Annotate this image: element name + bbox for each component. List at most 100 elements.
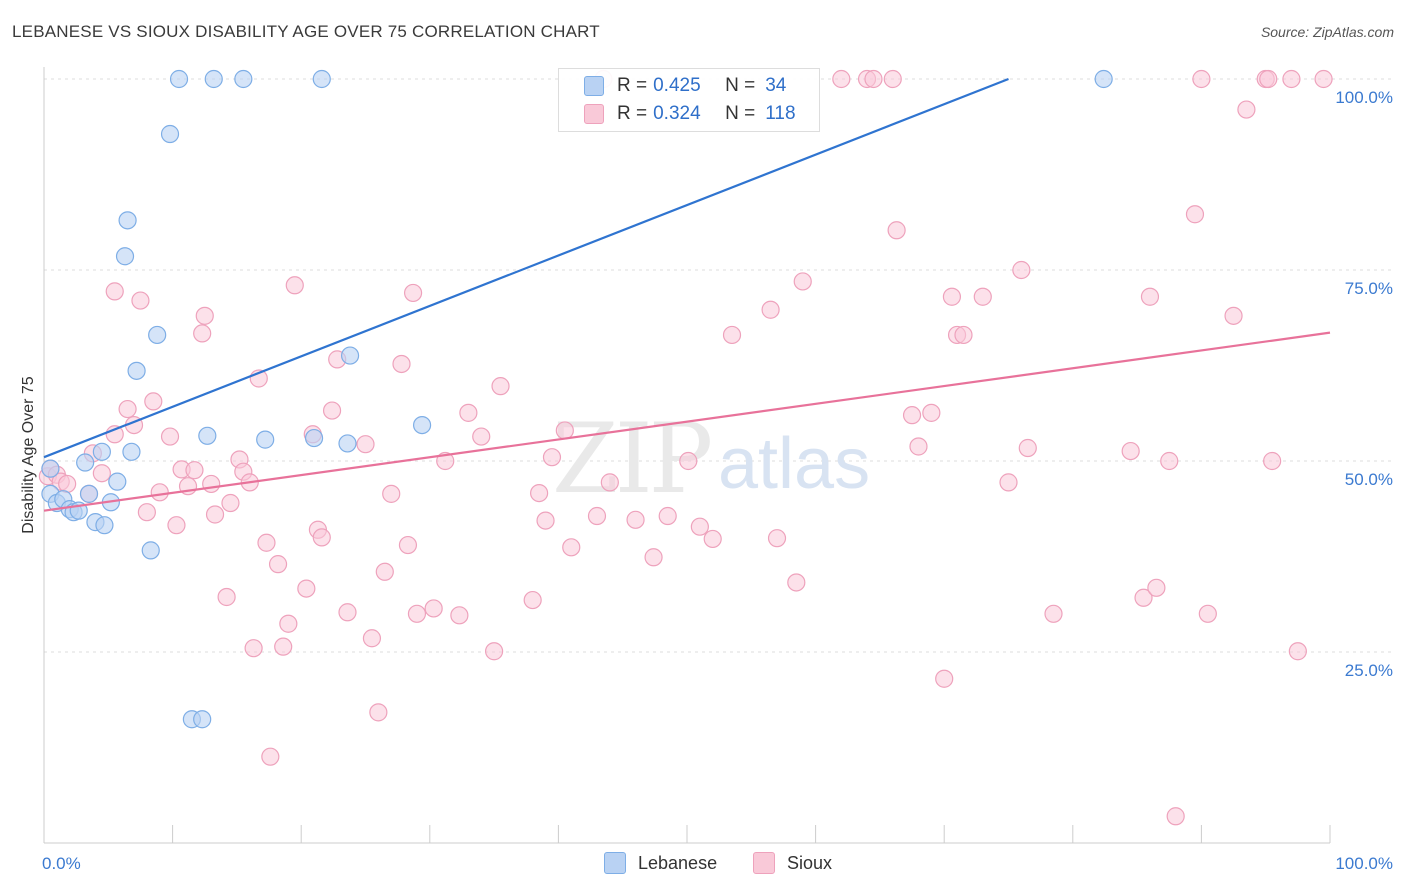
sioux-point: [999, 473, 1018, 492]
y-tick-label: 100.0%: [1335, 88, 1393, 107]
sioux-point: [626, 510, 645, 529]
lebanese-trend-line: [43, 77, 1009, 459]
legend-item-lebanese[interactable]: Lebanese: [604, 852, 717, 874]
lebanese-n-value: 34: [765, 75, 787, 96]
sioux-point: [973, 287, 992, 306]
lebanese-point: [169, 69, 189, 89]
sioux-point: [1259, 69, 1278, 89]
sioux-point: [536, 511, 555, 530]
lebanese-point: [204, 69, 223, 89]
sioux-point: [909, 437, 928, 456]
sioux-point: [690, 517, 709, 536]
sioux-point: [1166, 807, 1185, 826]
sioux-point: [679, 451, 698, 471]
y-tick-label: 50.0%: [1345, 470, 1393, 489]
sioux-point: [58, 474, 77, 494]
sioux-point: [1282, 69, 1301, 89]
sioux-point: [1314, 69, 1333, 89]
sioux-point: [922, 403, 941, 422]
sioux-point: [221, 493, 240, 513]
lebanese-point: [108, 472, 127, 491]
watermark: ZIP atlas: [552, 403, 870, 515]
sioux-point: [1134, 588, 1153, 607]
sioux-point: [864, 69, 883, 89]
grid-lines: [44, 78, 1395, 653]
sioux-point: [887, 221, 906, 240]
lebanese-legend-label: Lebanese: [638, 852, 718, 873]
x-tick-label-max: 100.0%: [1335, 854, 1393, 873]
sioux-point: [832, 69, 851, 89]
lebanese-point: [234, 69, 253, 89]
sioux-point: [392, 354, 411, 374]
sioux-point: [883, 69, 902, 89]
sioux-point: [523, 590, 542, 610]
sioux-point: [1160, 451, 1179, 471]
sioux-point: [403, 283, 423, 303]
sioux-point: [1012, 260, 1031, 280]
sioux-r-value: 0.324: [653, 103, 701, 124]
sioux-point: [312, 528, 331, 547]
legend-row-sioux: R = 0.324 N = 118: [584, 101, 796, 127]
lebanese-point: [118, 211, 137, 230]
sioux-point: [1237, 100, 1256, 119]
sioux-point: [658, 506, 677, 526]
sioux-point: [767, 529, 787, 548]
lebanese-point: [76, 453, 95, 472]
sioux-point: [450, 606, 469, 625]
lebanese-point: [41, 459, 60, 478]
sioux-point: [530, 483, 549, 503]
legend-row-lebanese: R = 0.425 N = 34: [584, 73, 787, 99]
sioux-trend-line: [43, 331, 1331, 512]
sioux-point: [144, 392, 163, 411]
watermark-atlas: atlas: [718, 424, 870, 504]
sioux-point: [703, 529, 722, 549]
sioux-point: [1263, 451, 1282, 471]
lebanese-r-label: R =: [617, 75, 648, 96]
lebanese-point: [95, 516, 114, 535]
lebanese-point: [127, 361, 146, 380]
sioux-point: [105, 282, 124, 301]
y-axis-title: Disability Age Over 75: [20, 376, 37, 534]
sioux-point: [459, 403, 478, 422]
lebanese-point: [115, 247, 135, 266]
series-legend: Lebanese Sioux: [0, 852, 1406, 876]
sioux-point: [407, 604, 427, 623]
chart-title: LEBANESE VS SIOUX DISABILITY AGE OVER 75…: [12, 22, 600, 41]
sioux-point: [424, 599, 443, 618]
sioux-point: [193, 324, 212, 343]
sioux-point: [118, 399, 137, 419]
sioux-point: [902, 406, 922, 425]
lebanese-point: [122, 442, 141, 461]
lebanese-n-label: N =: [725, 75, 756, 96]
correlation-legend: R = 0.425 N = 34 R = 0.324 N = 118: [558, 68, 820, 132]
sioux-point: [485, 642, 504, 661]
legend-item-sioux[interactable]: Sioux: [753, 852, 832, 874]
sioux-point: [375, 562, 394, 581]
sioux-point: [942, 287, 962, 306]
sioux-point: [722, 325, 742, 345]
lebanese-point: [412, 415, 432, 435]
sioux-point: [587, 506, 607, 526]
lebanese-legend-swatch: [604, 852, 626, 874]
lebanese-point: [198, 426, 217, 445]
sioux-point: [167, 516, 186, 535]
sioux-point: [1185, 205, 1205, 224]
sioux-point: [1147, 578, 1166, 597]
sioux-point: [279, 614, 298, 633]
lebanese-point: [312, 69, 331, 89]
sioux-point: [600, 473, 619, 492]
sioux-r-label: R =: [617, 103, 648, 124]
source-label: Source: ZipAtlas.com: [1260, 24, 1394, 40]
sioux-point: [202, 474, 221, 494]
sioux-n-label: N =: [725, 103, 756, 124]
sioux-point: [92, 464, 111, 483]
sioux-n-value: 118: [765, 103, 796, 124]
sioux-point: [244, 639, 263, 658]
lebanese-point: [160, 124, 180, 144]
sioux-point: [1121, 441, 1140, 461]
sioux-point: [137, 503, 156, 522]
sioux-point: [761, 300, 780, 319]
sioux-point: [205, 505, 225, 524]
lebanese-r-value: 0.425: [653, 75, 701, 96]
sioux-point: [382, 484, 401, 503]
